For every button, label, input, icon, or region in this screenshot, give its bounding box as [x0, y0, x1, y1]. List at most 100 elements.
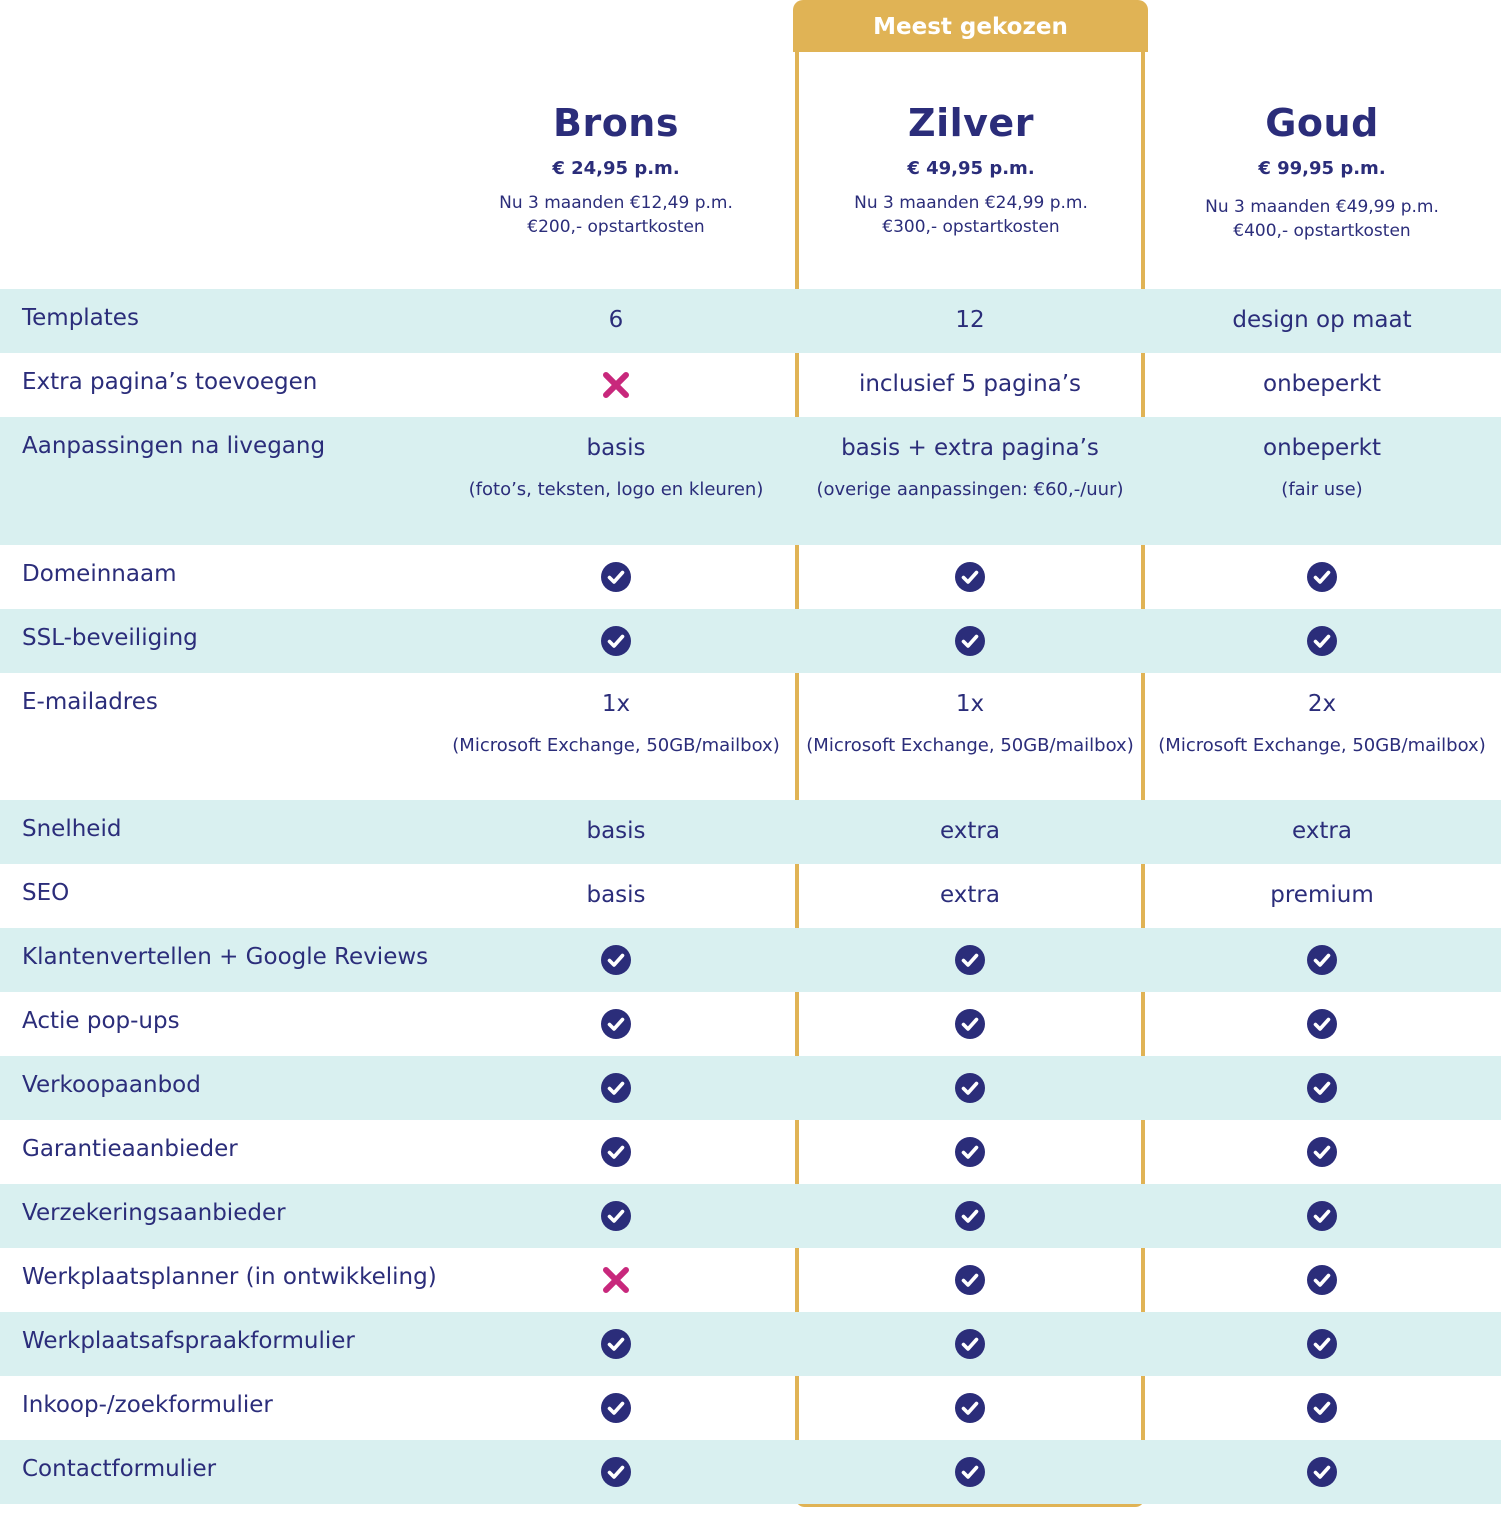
feature-value-text: basis [586, 818, 646, 844]
feature-label: Inkoop-/zoekformulier [22, 1392, 273, 1418]
plan-price: € 24,95 p.m. [552, 158, 680, 179]
feature-value-text: design op maat [1232, 307, 1412, 333]
feature-value-brons: basis [441, 816, 791, 846]
cross-icon [600, 369, 632, 401]
feature-value-brons [441, 1008, 791, 1044]
feature-value-text: 6 [608, 307, 624, 333]
feature-row: E-mailadres 1x (Microsoft Exchange, 50GB/m… [0, 673, 1501, 800]
feature-row: Inkoop-/zoekformulier [0, 1376, 1501, 1440]
plan-promo: Nu 3 maanden €49,99 p.m. [1205, 197, 1439, 217]
feature-value-brons [441, 1200, 791, 1236]
feature-label: Garantieaanbieder [22, 1136, 238, 1162]
feature-value-goud: premium [1147, 880, 1497, 910]
check-circle-icon [600, 1456, 632, 1488]
feature-label: Templates [22, 305, 139, 331]
feature-row: Templates 6 12 design op maat [0, 289, 1501, 353]
plan-setup: €300,- opstartkosten [882, 217, 1060, 237]
feature-value-zilver [795, 944, 1145, 980]
feature-value-brons: 6 [441, 305, 791, 335]
feature-value-goud [1147, 944, 1497, 980]
feature-value-brons [441, 561, 791, 597]
check-circle-icon [1306, 1328, 1338, 1360]
plan-promo: Nu 3 maanden €24,99 p.m. [854, 193, 1088, 213]
feature-value-zilver: 1x (Microsoft Exchange, 50GB/mailbox) [795, 689, 1145, 757]
feature-label: Werkplaatsplanner (in ontwikkeling) [22, 1264, 437, 1290]
feature-value-zilver [795, 561, 1145, 597]
feature-row: SSL-beveiliging [0, 609, 1501, 673]
feature-value-goud [1147, 1392, 1497, 1428]
check-circle-icon [954, 944, 986, 976]
feature-label: Werkplaatsafspraakformulier [22, 1328, 355, 1354]
plan-price: € 49,95 p.m. [907, 158, 1035, 179]
feature-value-text: onbeperkt [1263, 371, 1381, 397]
check-circle-icon [1306, 1456, 1338, 1488]
feature-value-note: (foto’s, teksten, logo en kleuren) [468, 479, 764, 500]
check-circle-icon [954, 1008, 986, 1040]
feature-row: Contactformulier [0, 1440, 1501, 1504]
feature-value-brons [441, 625, 791, 661]
check-circle-icon [1306, 625, 1338, 657]
feature-value-goud: design op maat [1147, 305, 1497, 335]
feature-value-zilver [795, 1456, 1145, 1492]
check-circle-icon [1306, 1200, 1338, 1232]
check-circle-icon [1306, 1264, 1338, 1296]
plan-header-goud: Goud € 99,95 p.m. Nu 3 maanden €49,99 p.… [1147, 98, 1497, 243]
feature-value-goud [1147, 561, 1497, 597]
plan-name: Goud [1265, 101, 1379, 145]
feature-value-zilver [795, 1392, 1145, 1428]
feature-row: Garantieaanbieder [0, 1120, 1501, 1184]
feature-value-note: (Microsoft Exchange, 50GB/mailbox) [806, 735, 1134, 756]
feature-value-text: basis [586, 435, 646, 461]
feature-value-goud: extra [1147, 816, 1497, 846]
feature-value-goud: onbeperkt (fair use) [1147, 433, 1497, 501]
plan-setup: €200,- opstartkosten [527, 217, 705, 237]
feature-value-goud: 2x (Microsoft Exchange, 50GB/mailbox) [1147, 689, 1497, 757]
feature-value-brons: basis (foto’s, teksten, logo en kleuren) [441, 433, 791, 501]
feature-label: Verkoopaanbod [22, 1072, 201, 1098]
check-circle-icon [1306, 944, 1338, 976]
plan-setup: €400,- opstartkosten [1233, 221, 1411, 241]
feature-value-goud [1147, 1264, 1497, 1300]
feature-row: Werkplaatsplanner (in ontwikkeling) [0, 1248, 1501, 1312]
feature-value-zilver [795, 1264, 1145, 1300]
plan-name: Brons [553, 101, 679, 145]
check-circle-icon [954, 1200, 986, 1232]
feature-value-goud [1147, 1200, 1497, 1236]
feature-value-brons [441, 1328, 791, 1364]
feature-value-goud [1147, 1328, 1497, 1364]
check-circle-icon [600, 1328, 632, 1360]
feature-value-note: (fair use) [1281, 479, 1363, 500]
feature-label: Snelheid [22, 816, 122, 842]
feature-row: Werkplaatsafspraakformulier [0, 1312, 1501, 1376]
check-circle-icon [954, 561, 986, 593]
check-circle-icon [1306, 1392, 1338, 1424]
feature-row: Extra pagina’s toevoegen inclusief 5 pagi… [0, 353, 1501, 417]
check-circle-icon [1306, 1072, 1338, 1104]
feature-label: SEO [22, 880, 70, 906]
feature-value-note: (overige aanpassingen: €60,-/uur) [816, 479, 1124, 500]
feature-value-text: onbeperkt [1263, 435, 1381, 461]
feature-row: Snelheid basis extra extra [0, 800, 1501, 864]
plan-name: Zilver [908, 101, 1034, 145]
feature-label: E-mailadres [22, 689, 158, 715]
feature-value-goud [1147, 1136, 1497, 1172]
check-circle-icon [600, 1072, 632, 1104]
feature-value-goud: onbeperkt [1147, 369, 1497, 399]
check-circle-icon [954, 1136, 986, 1168]
check-circle-icon [600, 1136, 632, 1168]
feature-value-zilver [795, 1072, 1145, 1108]
feature-value-brons: 1x (Microsoft Exchange, 50GB/mailbox) [441, 689, 791, 757]
feature-value-text: 12 [955, 307, 985, 333]
cross-icon [600, 1264, 632, 1296]
check-circle-icon [600, 1200, 632, 1232]
badge-most-chosen: Meest gekozen [793, 0, 1148, 52]
feature-value-text: premium [1270, 882, 1374, 908]
feature-value-note: (Microsoft Exchange, 50GB/mailbox) [452, 735, 780, 756]
feature-value-brons [441, 1264, 791, 1300]
feature-label: Actie pop-ups [22, 1008, 180, 1034]
check-circle-icon [954, 1072, 986, 1104]
check-circle-icon [954, 1328, 986, 1360]
check-circle-icon [600, 1008, 632, 1040]
feature-value-zilver [795, 1200, 1145, 1236]
feature-value-zilver [795, 1328, 1145, 1364]
